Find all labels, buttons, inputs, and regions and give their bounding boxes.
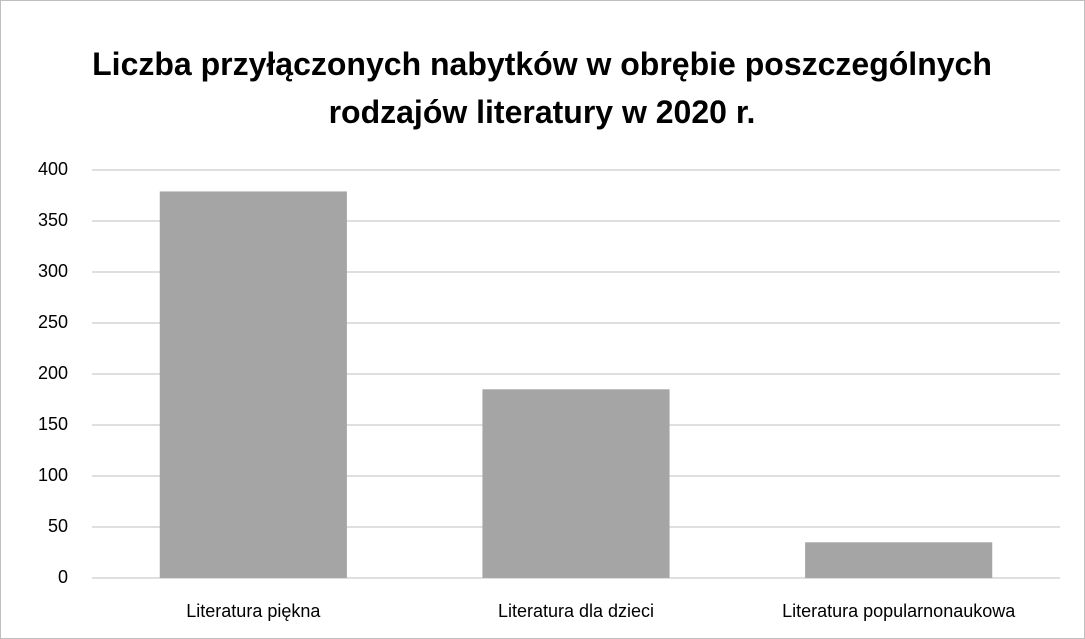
chart-title: Liczba przyłączonych nabytków w obrębie … bbox=[92, 46, 992, 130]
y-tick-label: 250 bbox=[38, 312, 68, 332]
y-tick-label: 350 bbox=[38, 210, 68, 230]
y-tick-label: 150 bbox=[38, 414, 68, 434]
bar bbox=[482, 389, 670, 578]
y-tick-label: 200 bbox=[38, 363, 68, 383]
x-tick-label: Literatura piękna bbox=[186, 601, 321, 621]
x-tick-label: Literatura dla dzieci bbox=[498, 601, 654, 621]
y-tick-label: 50 bbox=[48, 516, 68, 536]
y-tick-label: 0 bbox=[58, 567, 68, 587]
y-tick-label: 100 bbox=[38, 465, 68, 485]
y-tick-label: 300 bbox=[38, 261, 68, 281]
x-tick-label: Literatura popularnonaukowa bbox=[782, 601, 1016, 621]
bar bbox=[159, 191, 347, 579]
y-tick-label: 400 bbox=[38, 159, 68, 179]
bar bbox=[805, 542, 993, 578]
